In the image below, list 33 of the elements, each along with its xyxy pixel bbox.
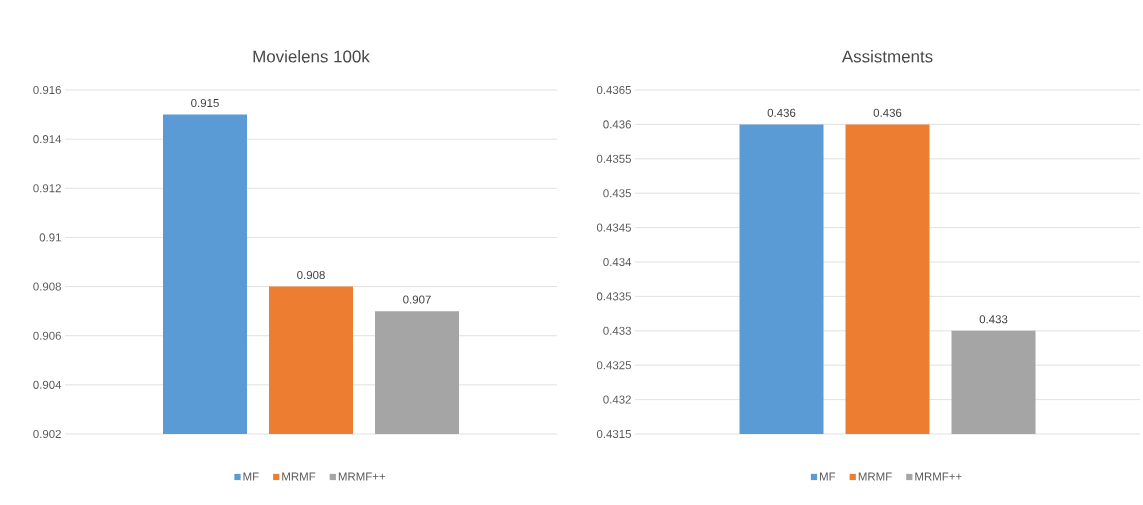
y-tick-label: 0.912 bbox=[33, 184, 61, 193]
y-tick-label: 0.902 bbox=[33, 429, 61, 439]
y-tick-label: 0.904 bbox=[33, 380, 62, 389]
legend-label: MRMF++ bbox=[338, 472, 386, 481]
y-tick-label: 0.916 bbox=[33, 85, 61, 95]
legend-label: MF bbox=[243, 472, 259, 481]
y-tick-label: 0.433 bbox=[603, 326, 631, 335]
y-tick-label: 0.91 bbox=[39, 233, 61, 242]
data-label: 0.436 bbox=[873, 108, 902, 117]
y-tick-label: 0.436 bbox=[603, 120, 631, 129]
y-tick-label: 0.914 bbox=[33, 135, 62, 144]
y-tick-label: 0.4315 bbox=[596, 429, 631, 439]
data-label: 0.908 bbox=[297, 270, 325, 280]
data-label: 0.907 bbox=[403, 295, 431, 304]
y-tick-label: 0.434 bbox=[603, 257, 632, 267]
legend-label: MF bbox=[820, 472, 836, 481]
chart-title: Movielens 100k bbox=[253, 50, 370, 63]
data-label: 0.915 bbox=[191, 98, 219, 108]
y-tick-label: 0.906 bbox=[33, 331, 61, 340]
y-tick-label: 0.4365 bbox=[596, 85, 631, 95]
y-tick-label: 0.432 bbox=[603, 395, 631, 404]
y-tick-label: 0.435 bbox=[603, 189, 631, 198]
legend-label: MRMF++ bbox=[915, 472, 962, 481]
legend-label: MRMF bbox=[858, 472, 892, 481]
y-tick-label: 0.4355 bbox=[596, 154, 631, 163]
data-label: 0.436 bbox=[767, 108, 796, 117]
y-tick-label: 0.4335 bbox=[596, 292, 631, 301]
y-tick-label: 0.4325 bbox=[596, 361, 631, 370]
y-tick-label: 0.908 bbox=[33, 282, 61, 291]
data-label: 0.433 bbox=[979, 315, 1008, 324]
chart-title: Assistments bbox=[841, 50, 933, 63]
y-tick-label: 0.4345 bbox=[596, 223, 631, 232]
legend-label: MRMF bbox=[282, 472, 316, 481]
